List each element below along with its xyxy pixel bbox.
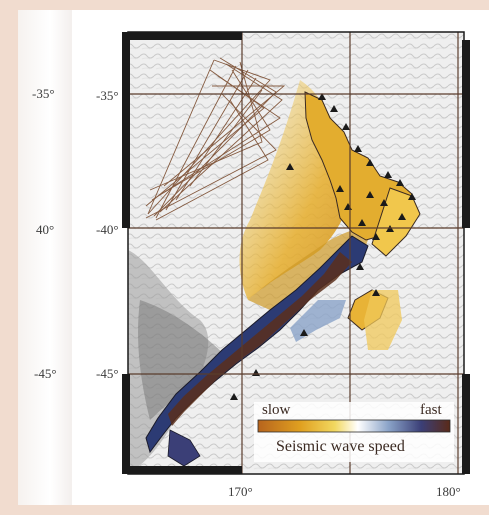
outer-lat-label-40: 40°: [36, 222, 55, 237]
offshore-slow-patch: [364, 290, 402, 350]
inner-lat-label-45: -45°: [96, 366, 119, 381]
south-island-core: [168, 252, 352, 426]
stewart-island: [167, 429, 201, 467]
outer-lat-label-45: -45°: [34, 366, 57, 381]
legend-colorbar: [257, 419, 451, 433]
inner-lat-label-40: -40°: [96, 222, 119, 237]
speed-legend: [254, 402, 454, 462]
legend-fast-label: fast: [420, 402, 442, 418]
legend-slow-label: slow: [262, 402, 291, 418]
legend-title: Seismic wave speed: [276, 438, 405, 455]
lon-label-170: 170°: [228, 484, 253, 499]
relief-shadow-mid: [138, 300, 230, 420]
inner-lat-label-35: -35°: [96, 88, 119, 103]
map-frame: [122, 31, 470, 475]
outer-lat-label-35: -35°: [32, 86, 55, 101]
relief-shadow-southwest: [128, 250, 209, 474]
map-area: [128, 32, 464, 474]
lon-label-180: 180°: [436, 484, 461, 499]
outer-scale-strip: [18, 10, 72, 505]
map-grid: [128, 32, 464, 474]
survey-tracks: [145, 57, 286, 221]
